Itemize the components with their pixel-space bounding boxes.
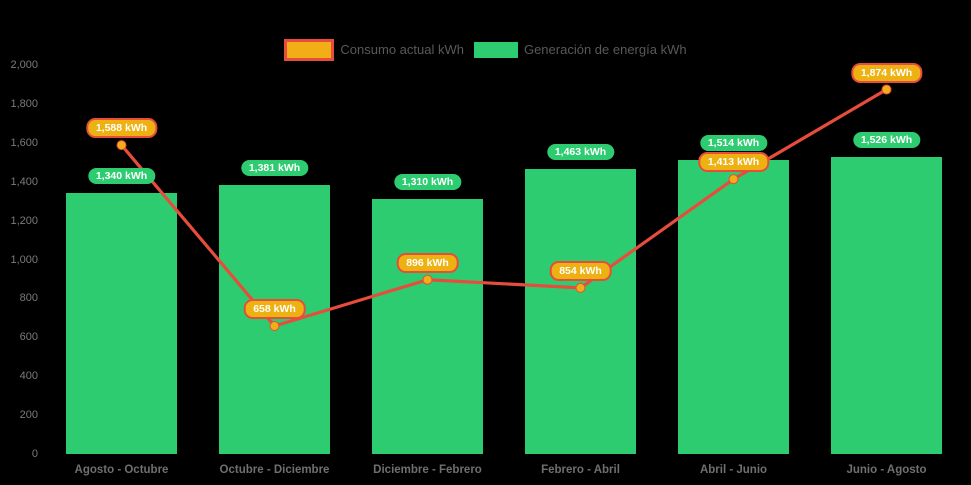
generation-bar (219, 185, 330, 454)
generation-value-label: 1,310 kWh (393, 174, 462, 191)
generation-bar (525, 169, 636, 454)
y-axis-tick-label: 600 (19, 331, 38, 344)
generation-bar (66, 193, 177, 454)
consumption-value-label: 1,588 kWh (85, 118, 158, 139)
chart-legend: Consumo actual kWh Generación de energía… (0, 39, 971, 61)
y-axis-tick-label: 1,400 (10, 175, 38, 188)
y-axis-tick-label: 200 (19, 409, 38, 422)
consumption-swatch-icon (284, 39, 335, 61)
x-axis-category-label: Agosto - Octubre (74, 464, 169, 476)
y-axis-tick-label: 1,000 (10, 253, 38, 266)
generation-value-label: 1,514 kWh (699, 134, 768, 151)
consumption-value-label: 896 kWh (396, 252, 459, 273)
y-axis-tick-label: 1,600 (10, 136, 38, 149)
y-axis-tick-label: 0 (31, 448, 38, 460)
consumption-point-marker (881, 84, 892, 95)
x-axis-category-label: Abril - Junio (699, 464, 768, 476)
legend-label-consumption: Consumo actual kWh (340, 42, 464, 57)
y-axis-tick-label: 2,000 (10, 59, 38, 71)
generation-value-label: 1,463 kWh (546, 144, 615, 161)
legend-item-consumption[interactable]: Consumo actual kWh (284, 39, 464, 61)
y-axis-tick-label: 800 (19, 292, 38, 305)
x-axis-category-label: Junio - Agosto (846, 464, 927, 476)
legend-item-generation[interactable]: Generación de energía kWh (473, 42, 687, 58)
consumption-value-label: 854 kWh (549, 260, 612, 281)
generation-swatch-icon (473, 42, 518, 58)
legend-label-generation: Generación de energía kWh (523, 42, 687, 57)
consumption-value-label: 1,874 kWh (850, 62, 923, 83)
y-axis-tick-label: 400 (19, 370, 38, 383)
y-axis-tick-label: 1,200 (10, 214, 38, 227)
generation-bar (372, 199, 483, 454)
x-axis-category-label: Febrero - Abril (541, 464, 620, 476)
generation-value-label: 1,340 kWh (87, 168, 156, 185)
consumption-point-marker (116, 140, 127, 151)
generation-bar (831, 157, 942, 454)
x-axis-category-label: Diciembre - Febrero (373, 464, 482, 476)
generation-bar (678, 159, 789, 454)
y-axis-tick-label: 1,800 (10, 97, 38, 110)
generation-value-label: 1,526 kWh (852, 132, 921, 149)
consumption-value-label: 1,413 kWh (697, 152, 770, 173)
consumption-value-label: 658 kWh (243, 299, 306, 320)
x-axis-category-label: Octubre - Diciembre (219, 464, 330, 476)
generation-value-label: 1,381 kWh (240, 160, 309, 177)
